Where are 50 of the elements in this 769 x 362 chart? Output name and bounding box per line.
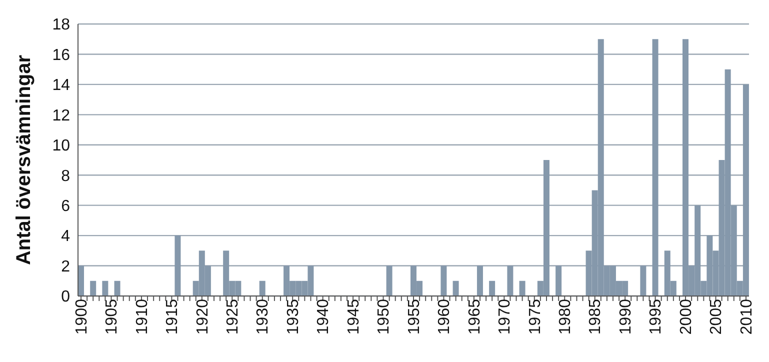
x-tick-label: 1960 — [436, 298, 454, 335]
x-tick-label: 1990 — [617, 298, 634, 335]
x-tick-label: 1985 — [587, 298, 604, 335]
x-tick-label: 1935 — [284, 298, 302, 335]
x-tick-label: 1900 — [73, 298, 90, 335]
y-tick-label: 2 — [61, 258, 70, 276]
y-tick-label: 6 — [61, 198, 70, 216]
bar — [174, 236, 181, 296]
bar — [652, 39, 658, 296]
y-tick-label: 14 — [52, 77, 70, 94]
x-tick-label: 1950 — [376, 298, 393, 335]
x-tick-label: 1925 — [224, 298, 242, 335]
bar — [452, 280, 459, 296]
x-tick-label: 1930 — [254, 298, 272, 335]
bar — [489, 280, 496, 296]
bar — [90, 280, 96, 296]
x-tick-label: 1970 — [496, 298, 514, 335]
x-tick-label: 1905 — [104, 298, 121, 335]
x-tick-label: 2010 — [738, 298, 756, 335]
y-tick-label: 12 — [52, 107, 70, 124]
x-tick-label: 2000 — [678, 298, 695, 335]
x-tick-label: 1955 — [406, 298, 423, 335]
bar — [556, 266, 562, 296]
x-tick-label: 1945 — [345, 298, 362, 335]
x-tick-label: 1980 — [556, 298, 574, 335]
x-tick-label: 1975 — [526, 298, 544, 335]
y-axis-title: Antal översvämningar — [13, 54, 36, 266]
x-tick-label: 1995 — [648, 298, 665, 335]
y-tick-label: 18 — [52, 16, 70, 34]
x-tick-label: 1965 — [466, 298, 484, 335]
bar — [519, 280, 526, 296]
bar — [640, 266, 646, 296]
x-tick-label: 1920 — [194, 298, 212, 335]
bar — [440, 266, 447, 296]
x-tick-label: 1940 — [315, 298, 332, 335]
bar — [476, 266, 483, 296]
bar — [102, 280, 108, 296]
x-tick-label: 2005 — [708, 298, 726, 335]
bar — [114, 280, 120, 296]
bar — [78, 266, 84, 296]
bar — [507, 266, 514, 296]
bar — [259, 280, 266, 296]
x-tick-label: 1910 — [134, 298, 151, 335]
y-tick-label: 4 — [61, 228, 70, 246]
bar — [386, 266, 392, 296]
y-tick-label: 0 — [61, 288, 70, 306]
y-tick-label: 10 — [52, 138, 70, 155]
y-tick-label: 8 — [61, 168, 70, 185]
y-tick-label: 16 — [52, 46, 70, 64]
x-tick-label: 1915 — [164, 298, 182, 335]
